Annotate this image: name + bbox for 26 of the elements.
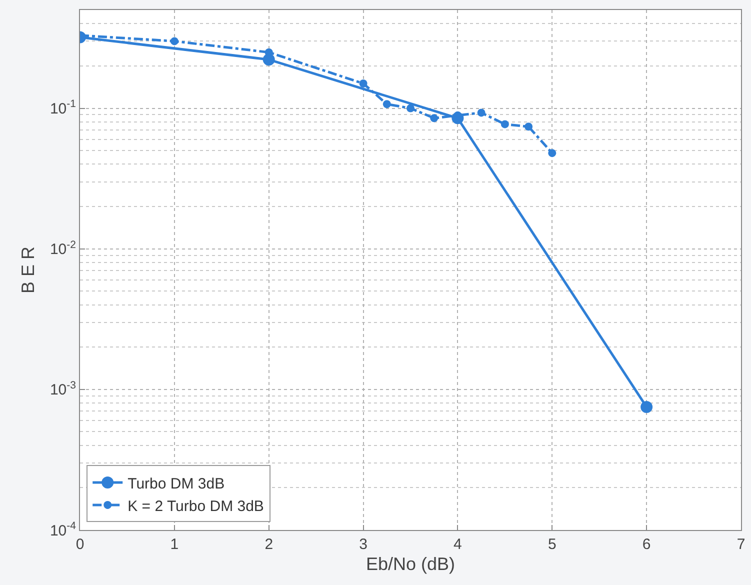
x-tick-label: 5 (548, 536, 556, 553)
legend-label: K = 2 Turbo DM 3dB (128, 498, 264, 515)
point (524, 122, 533, 131)
x-tick-label: 2 (264, 536, 274, 553)
x-tick-label: 4 (454, 536, 462, 553)
x-tick-label: 7 (736, 536, 746, 553)
point (500, 120, 509, 128)
x-tick-label: 1 (170, 536, 179, 553)
point (382, 100, 391, 108)
y-tick-label: 10$^{-4}$ (50, 520, 76, 540)
point (430, 114, 438, 122)
point (359, 80, 368, 88)
point (640, 400, 653, 413)
point (477, 108, 486, 117)
y-tick-label: 10$^{-3}$ (50, 379, 76, 399)
point (170, 37, 178, 46)
x-tick-label: 6 (642, 536, 651, 553)
y-tick-label: 10$^{-2}$ (50, 238, 76, 258)
point (406, 104, 414, 112)
point (548, 149, 556, 158)
y-tick-label: 10$^{-1}$ (50, 98, 76, 118)
x-tick-label: 3 (359, 536, 368, 553)
x-tick-label: 0 (76, 536, 84, 553)
x-axis-title: Eb/No (dB) (366, 554, 456, 574)
legend-label: Turbo DM 3dB (128, 475, 225, 492)
y-axis-title: B E R (18, 246, 38, 294)
